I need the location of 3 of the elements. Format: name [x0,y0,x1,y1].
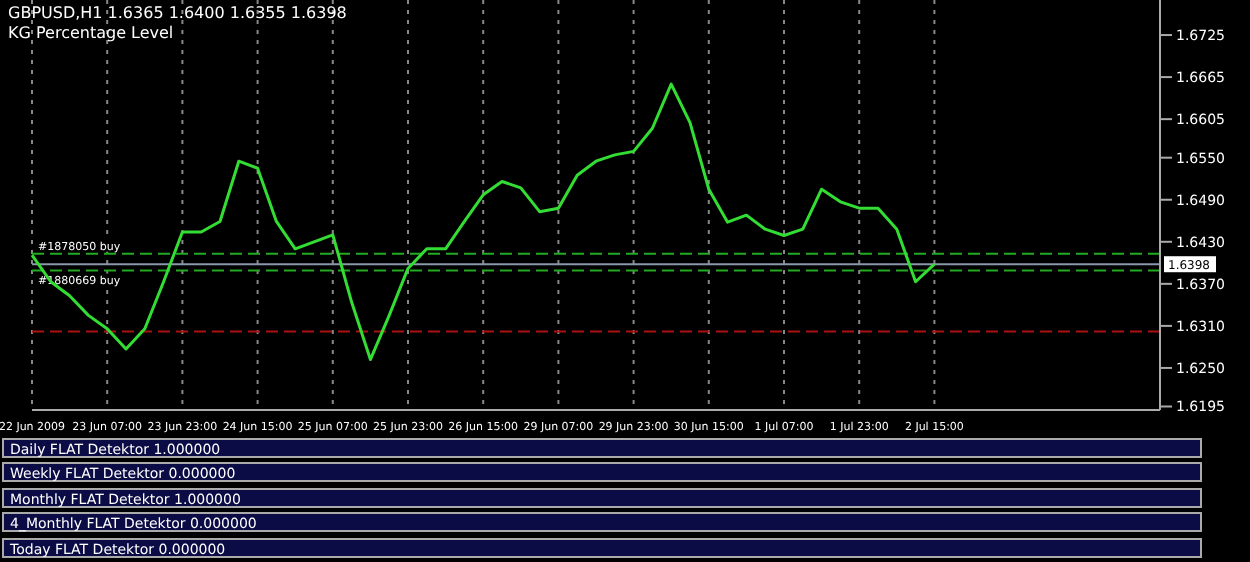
text: KG Percentage Level [8,24,176,44]
chart-title: GBPUSD,H1 1.6365 1.6400 1.6355 1.6398 [8,4,347,24]
line-series [30,82,936,362]
